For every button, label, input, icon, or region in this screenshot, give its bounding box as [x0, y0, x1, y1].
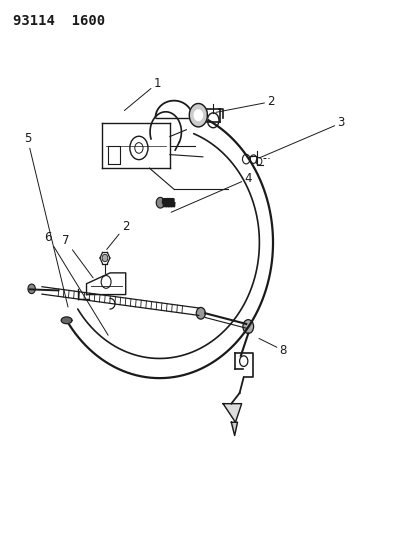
Polygon shape	[156, 197, 164, 208]
Polygon shape	[231, 422, 237, 435]
Text: 7: 7	[62, 235, 93, 278]
Polygon shape	[189, 103, 207, 127]
Circle shape	[242, 320, 253, 334]
Text: 4: 4	[171, 172, 252, 212]
Circle shape	[102, 254, 107, 262]
Text: 2: 2	[107, 220, 129, 249]
Text: 6: 6	[44, 231, 108, 335]
Circle shape	[28, 284, 35, 294]
Polygon shape	[194, 110, 202, 120]
Polygon shape	[223, 403, 241, 422]
Text: 1: 1	[124, 77, 161, 110]
Text: 93114  1600: 93114 1600	[13, 14, 105, 28]
Text: 8: 8	[259, 338, 286, 357]
Text: 5: 5	[24, 132, 68, 307]
Circle shape	[196, 308, 205, 319]
Text: 2: 2	[216, 95, 274, 112]
Polygon shape	[61, 317, 72, 324]
Text: 3: 3	[259, 117, 344, 158]
